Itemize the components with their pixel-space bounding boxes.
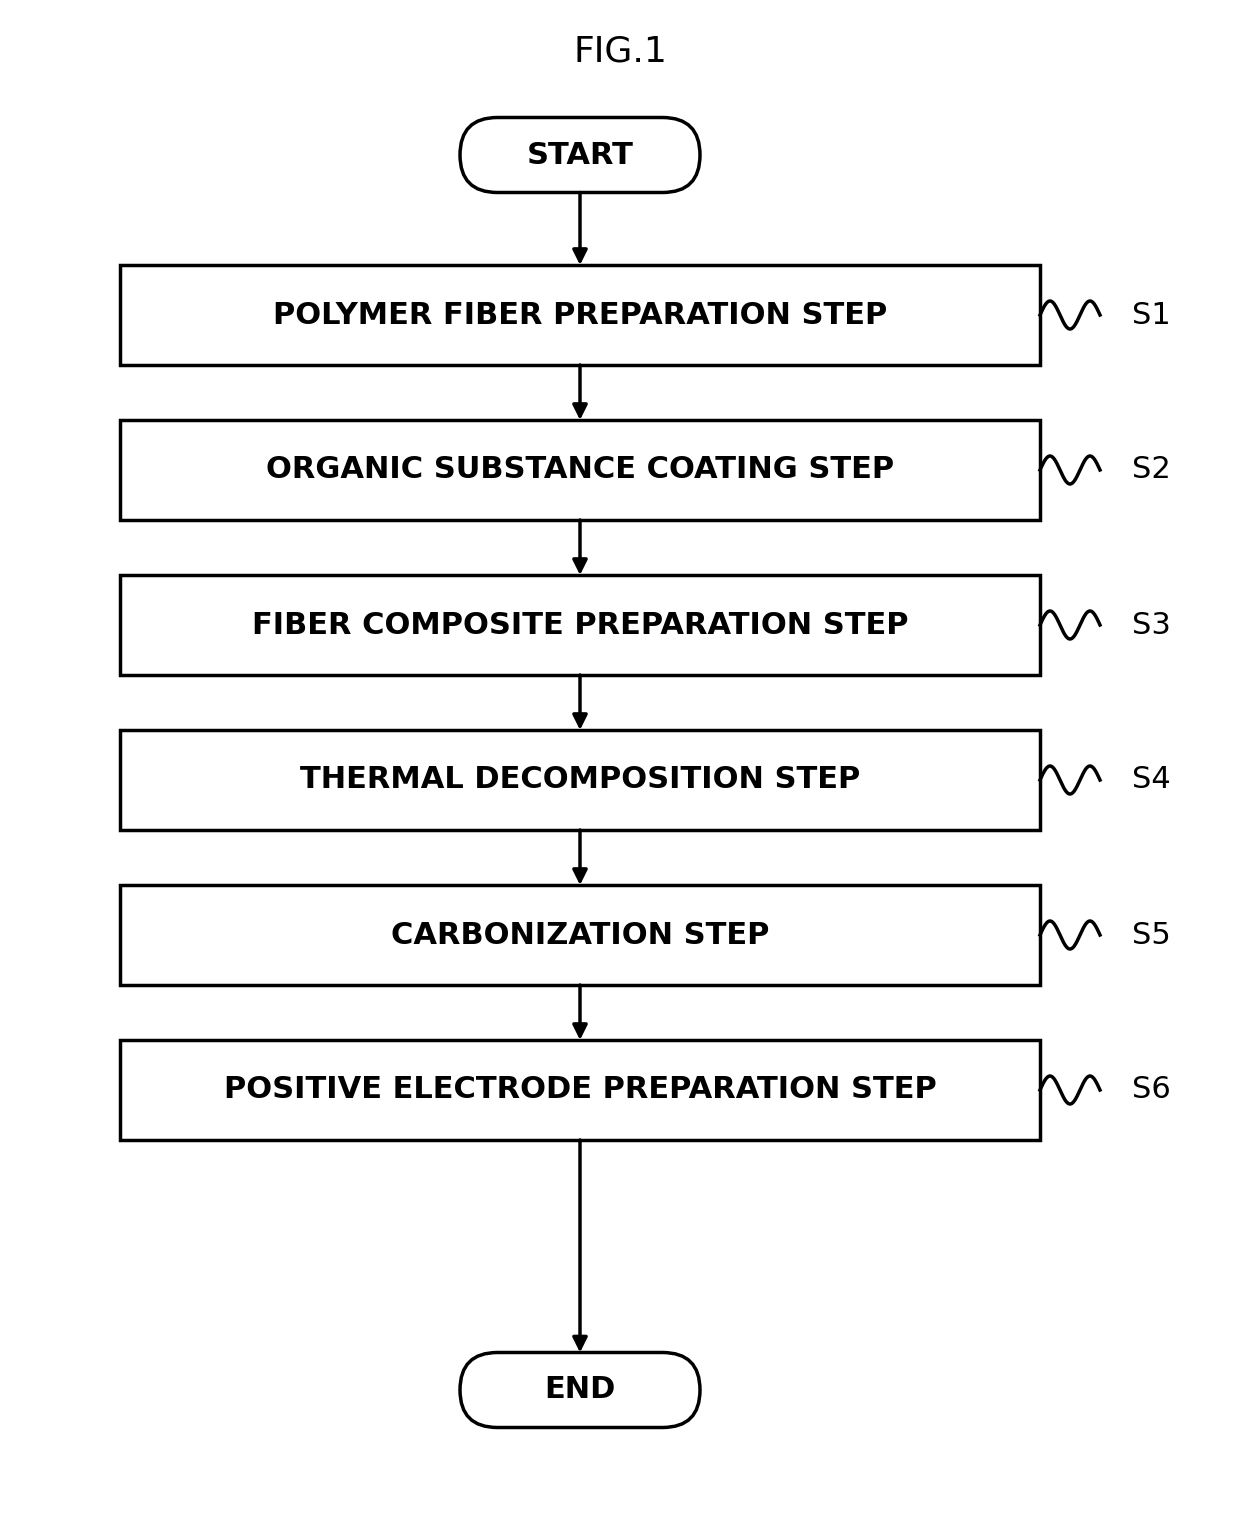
Text: THERMAL DECOMPOSITION STEP: THERMAL DECOMPOSITION STEP xyxy=(300,765,861,794)
FancyBboxPatch shape xyxy=(460,117,701,192)
Text: S2: S2 xyxy=(1132,456,1171,485)
Text: END: END xyxy=(544,1376,616,1405)
Text: S1: S1 xyxy=(1132,300,1171,329)
Text: POLYMER FIBER PREPARATION STEP: POLYMER FIBER PREPARATION STEP xyxy=(273,300,887,329)
Text: S6: S6 xyxy=(1132,1076,1171,1105)
FancyBboxPatch shape xyxy=(460,1352,701,1428)
Text: S5: S5 xyxy=(1132,920,1171,949)
Bar xyxy=(120,1039,1040,1140)
Bar xyxy=(120,575,1040,675)
Bar xyxy=(120,885,1040,985)
Bar xyxy=(120,730,1040,831)
Bar xyxy=(120,265,1040,366)
Text: ORGANIC SUBSTANCE COATING STEP: ORGANIC SUBSTANCE COATING STEP xyxy=(265,456,894,485)
Text: START: START xyxy=(527,140,634,169)
Text: CARBONIZATION STEP: CARBONIZATION STEP xyxy=(391,920,769,949)
Text: S4: S4 xyxy=(1132,765,1171,794)
Bar xyxy=(120,421,1040,520)
Text: S3: S3 xyxy=(1132,611,1171,640)
Text: FIBER COMPOSITE PREPARATION STEP: FIBER COMPOSITE PREPARATION STEP xyxy=(252,611,908,640)
Text: FIG.1: FIG.1 xyxy=(573,35,667,69)
Text: POSITIVE ELECTRODE PREPARATION STEP: POSITIVE ELECTRODE PREPARATION STEP xyxy=(223,1076,936,1105)
